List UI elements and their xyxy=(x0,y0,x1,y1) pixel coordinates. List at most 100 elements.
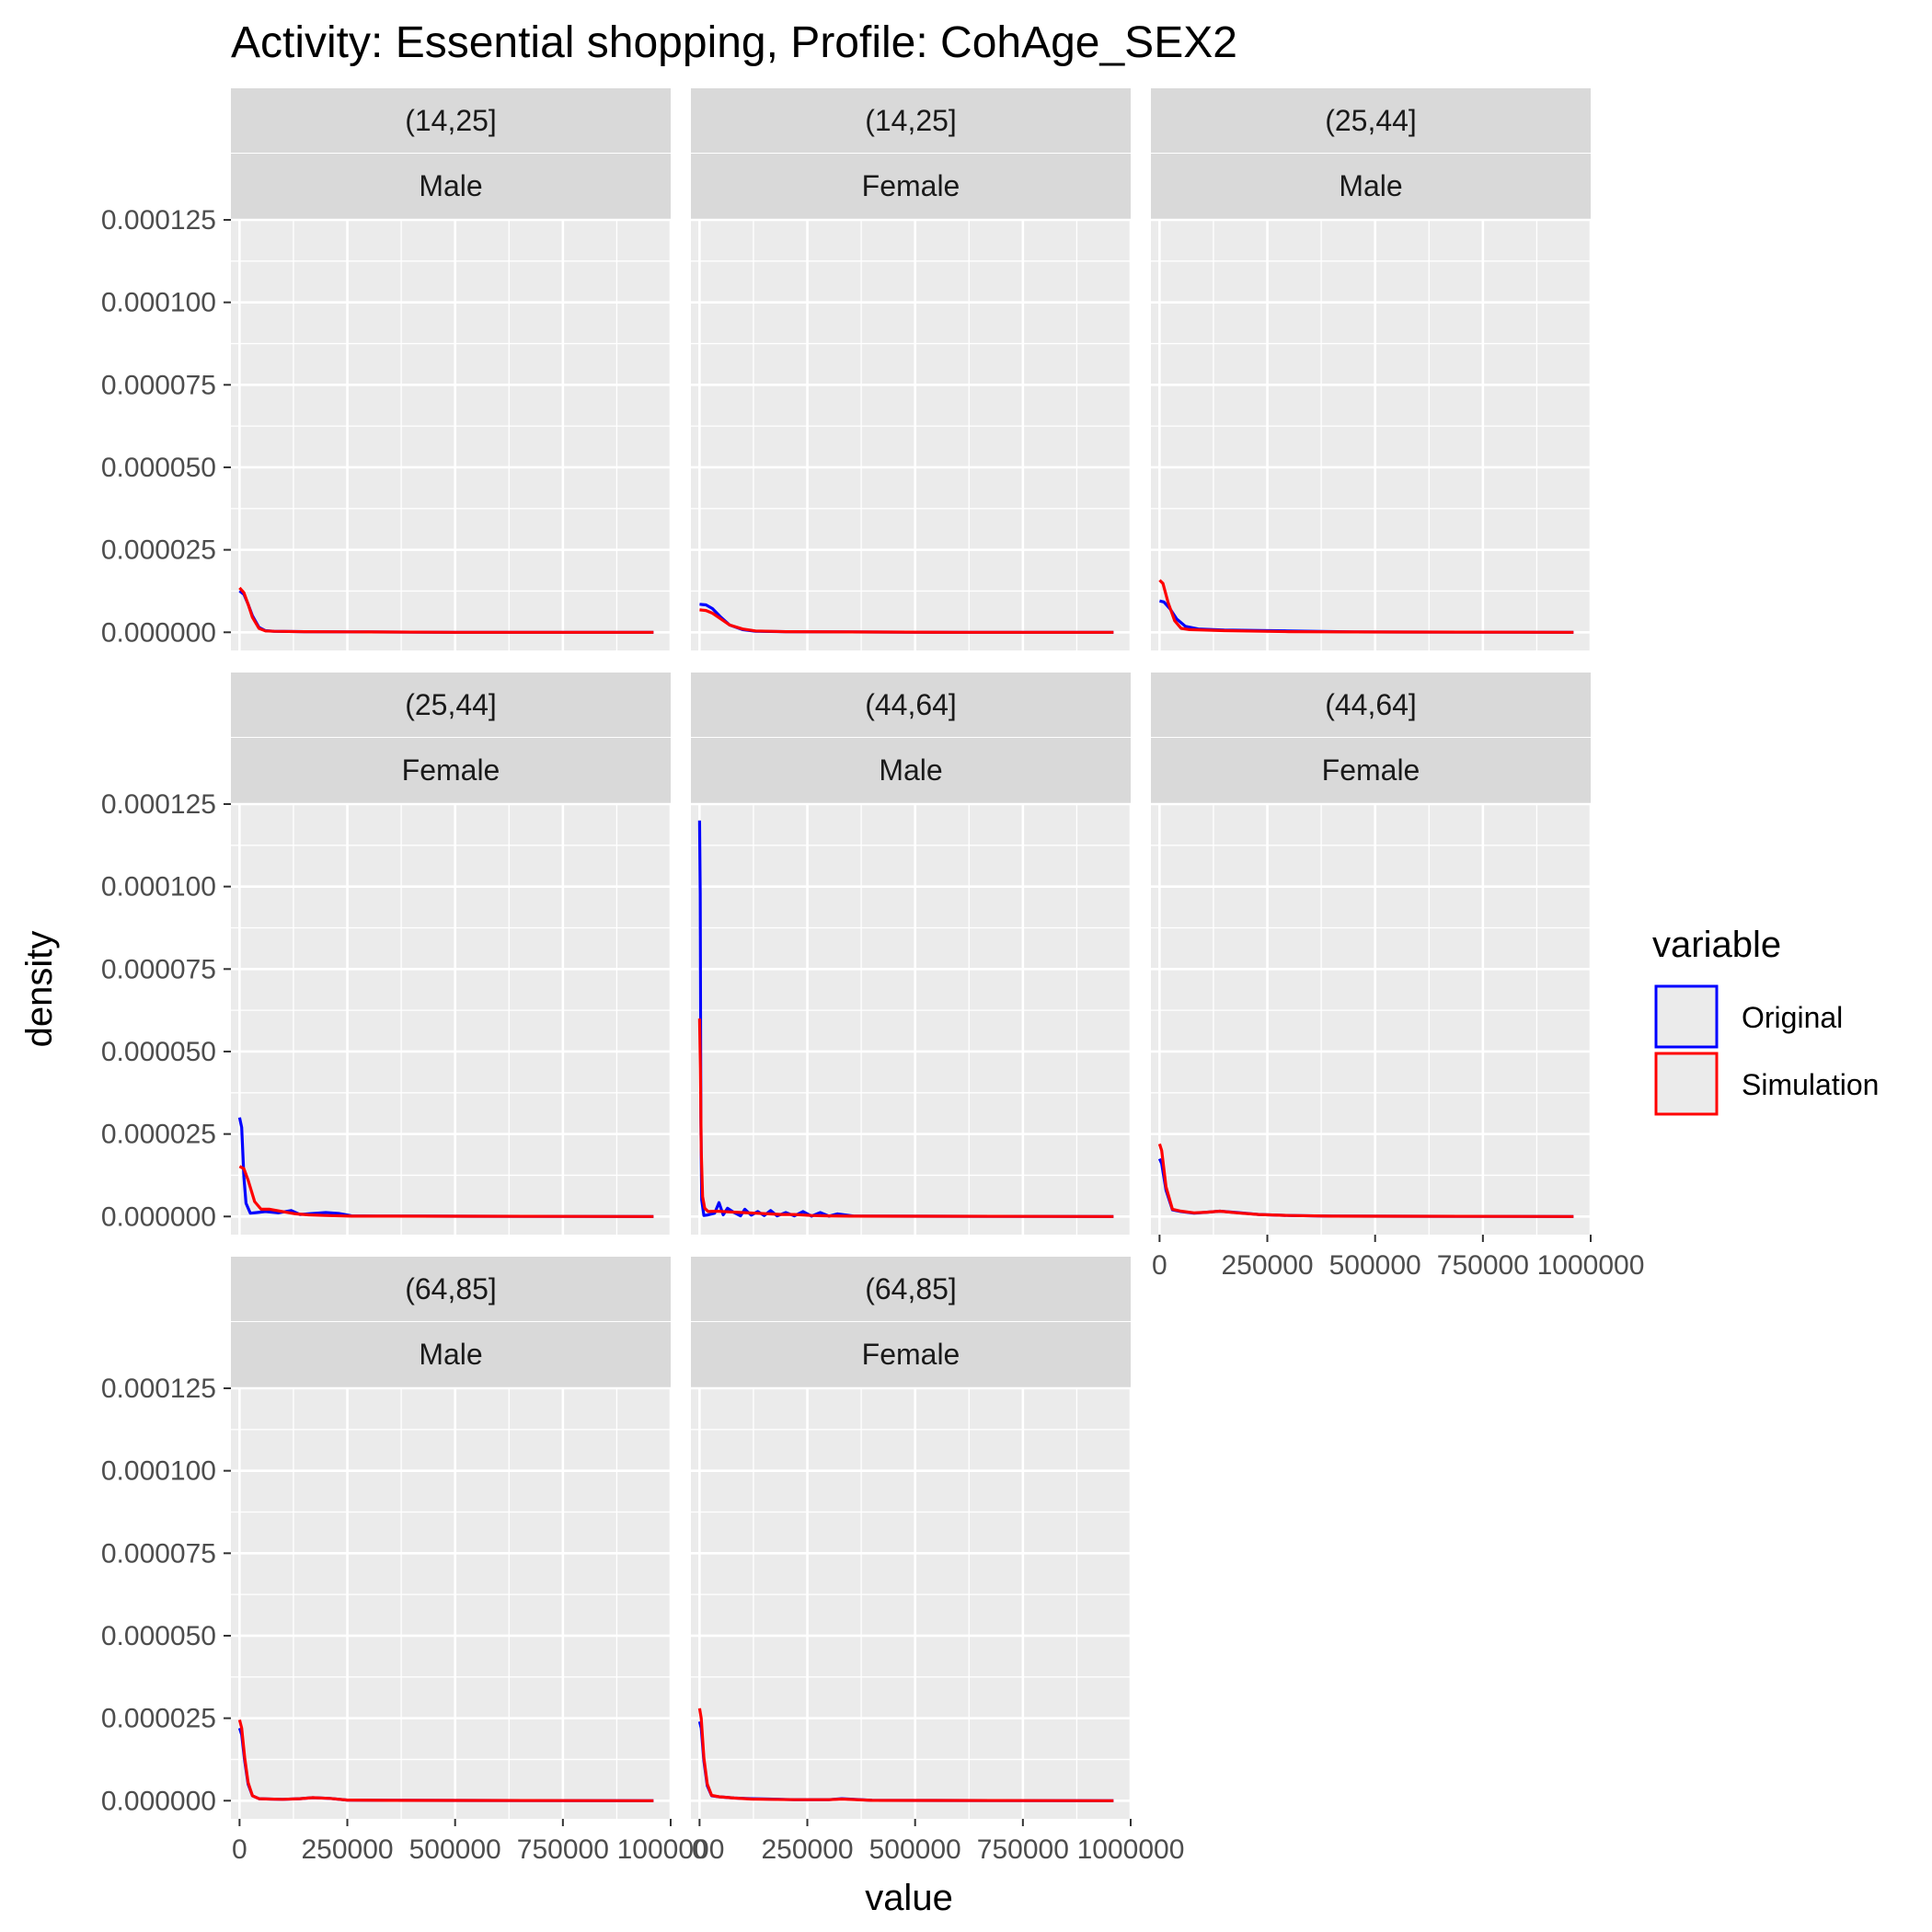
strip-age xyxy=(231,88,671,153)
y-tick-label: 0.000025 xyxy=(101,535,216,566)
strip-age xyxy=(691,88,1131,153)
strip-age xyxy=(1151,673,1591,737)
strip-sex-label: Female xyxy=(1322,753,1420,787)
strip-sex-label: Male xyxy=(419,169,482,202)
legend-swatch-original xyxy=(1654,984,1719,1049)
facet-panels: (14,25] Male 0.000000 0.000025 0.000050 0.000… xyxy=(101,88,1644,1865)
y-tick-label: 0.000050 xyxy=(101,1037,216,1067)
strip-sex xyxy=(691,1322,1131,1388)
density-line-simulation xyxy=(237,1719,654,1802)
strip-age-label: (14,25] xyxy=(405,104,497,137)
facet-panel: (25,44] Male xyxy=(1151,88,1593,650)
x-tick-label: 750000 xyxy=(977,1834,1069,1865)
y-tick-label: 0.000100 xyxy=(101,1456,216,1487)
panel-background xyxy=(1151,220,1591,650)
x-tick-label: 250000 xyxy=(761,1834,853,1865)
y-tick-label: 0.000100 xyxy=(101,288,216,318)
strip-age xyxy=(231,673,671,737)
y-tick-label: 0.000050 xyxy=(101,1621,216,1651)
y-tick-label: 0.000075 xyxy=(101,954,216,984)
density-line-original xyxy=(697,820,1114,1218)
chart-title: Activity: Essential shopping, Profile: C… xyxy=(231,18,1237,67)
facet-panel: (44,64] Male xyxy=(691,673,1133,1235)
panel-background xyxy=(691,220,1131,650)
y-tick-label: 0.000100 xyxy=(101,872,216,903)
legend-key-original: Original xyxy=(1654,984,1843,1049)
y-tick-label: 0.000050 xyxy=(101,453,216,483)
x-axis-title: value xyxy=(865,1878,953,1918)
strip-age xyxy=(691,673,1131,737)
y-tick-label: 0.000125 xyxy=(101,789,216,820)
y-axis-title: density xyxy=(19,931,60,1048)
strip-sex xyxy=(1151,738,1591,804)
x-tick-label: 0 xyxy=(1152,1250,1167,1281)
legend-key-simulation: Simulation xyxy=(1654,1052,1879,1116)
strip-age-label: (44,64] xyxy=(1325,688,1417,721)
strip-sex-label: Male xyxy=(879,753,942,787)
x-tick-label: 500000 xyxy=(409,1834,501,1865)
x-tick-label: 0 xyxy=(232,1834,247,1865)
facet-panel: (64,85] Female 0 250000 500000 750000 1000000 xyxy=(691,1257,1184,1865)
facet-panel: (25,44] Female 0.000000 0.000025 0.000050 0.0… xyxy=(101,673,673,1235)
strip-sex xyxy=(231,154,671,220)
strip-sex-label: Male xyxy=(1339,169,1402,202)
y-tick-label: 0.000025 xyxy=(101,1120,216,1150)
strip-age xyxy=(691,1257,1131,1321)
panel-background xyxy=(691,1388,1131,1819)
strip-age xyxy=(1151,88,1591,153)
y-tick-label: 0.000025 xyxy=(101,1704,216,1734)
facet-panel: (44,64] Female 0 250000 500000 750000 1000000 xyxy=(1151,673,1644,1281)
strip-sex-label: Female xyxy=(862,169,960,202)
panel-background xyxy=(691,804,1131,1235)
y-tick-label: 0.000075 xyxy=(101,370,216,400)
x-tick-label: 250000 xyxy=(301,1834,393,1865)
facet-panel: (14,25] Male 0.000000 0.000025 0.000050 0.000… xyxy=(101,88,673,650)
x-tick-label: 1000000 xyxy=(617,1834,725,1865)
x-tick-label: 750000 xyxy=(517,1834,609,1865)
strip-sex xyxy=(691,154,1131,220)
x-tick-label: 500000 xyxy=(1329,1250,1421,1281)
density-line-simulation xyxy=(238,586,654,634)
strip-age-label: (64,85] xyxy=(865,1272,957,1305)
panel-background xyxy=(231,220,671,650)
strip-age-label: (25,44] xyxy=(405,688,497,721)
strip-age-label: (14,25] xyxy=(865,104,957,137)
x-tick-label: 1000000 xyxy=(1537,1250,1645,1281)
legend-title: variable xyxy=(1652,925,1781,965)
density-line-simulation xyxy=(697,1018,1114,1218)
y-tick-label: 0.000000 xyxy=(101,617,216,648)
strip-sex xyxy=(691,738,1131,804)
strip-age-label: (64,85] xyxy=(405,1272,497,1305)
y-tick-label: 0.000125 xyxy=(101,1374,216,1404)
x-tick-label: 1000000 xyxy=(1077,1834,1185,1865)
panel-background xyxy=(1151,804,1591,1235)
x-tick-label: 500000 xyxy=(869,1834,961,1865)
strip-sex xyxy=(231,1322,671,1388)
strip-sex-label: Male xyxy=(419,1338,482,1371)
y-tick-label: 0.000075 xyxy=(101,1538,216,1569)
y-tick-label: 0.000125 xyxy=(101,205,216,236)
facet-panel: (64,85] Male 0.000000 0.000025 0.000050 0.000… xyxy=(101,1257,725,1865)
legend-swatch-simulation xyxy=(1654,1052,1719,1116)
density-line-simulation xyxy=(1157,1143,1574,1218)
strip-sex xyxy=(231,738,671,804)
x-tick-label: 0 xyxy=(692,1834,707,1865)
y-tick-label: 0.000000 xyxy=(101,1786,216,1816)
density-line-simulation xyxy=(697,1708,1114,1802)
strip-sex-label: Female xyxy=(862,1338,960,1371)
legend-label-simulation: Simulation xyxy=(1742,1068,1879,1101)
strip-age xyxy=(231,1257,671,1321)
density-line-simulation xyxy=(238,1165,654,1218)
strip-sex xyxy=(1151,154,1591,220)
density-line-simulation xyxy=(1158,579,1574,634)
x-tick-label: 750000 xyxy=(1437,1250,1529,1281)
strip-sex-label: Female xyxy=(402,753,500,787)
y-tick-label: 0.000000 xyxy=(101,1202,216,1232)
legend: variable Original Simulation xyxy=(1652,925,1879,1116)
legend-label-original: Original xyxy=(1742,1001,1843,1034)
density-line-simulation xyxy=(699,608,1114,634)
strip-age-label: (44,64] xyxy=(865,688,957,721)
panel-background xyxy=(231,804,671,1235)
strip-age-label: (25,44] xyxy=(1325,104,1417,137)
